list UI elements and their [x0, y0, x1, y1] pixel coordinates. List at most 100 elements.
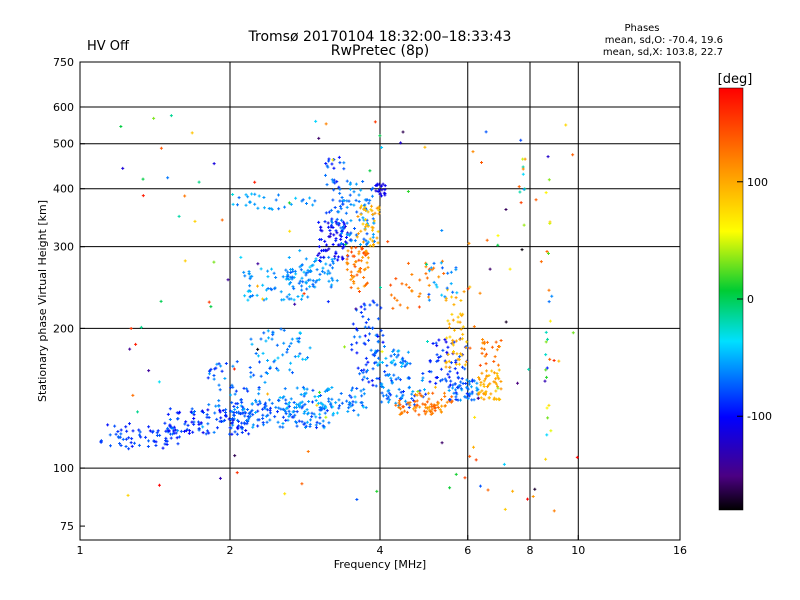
data-point [361, 240, 365, 244]
data-point [311, 203, 315, 207]
data-point [453, 367, 457, 371]
data-point [318, 416, 322, 420]
data-point [341, 224, 345, 228]
data-point [305, 287, 309, 291]
data-point [316, 253, 320, 257]
data-point [295, 424, 299, 428]
chart-subtitle: RwPretec (8p) [331, 43, 429, 59]
data-point [423, 412, 427, 416]
data-point [235, 471, 239, 475]
data-point [371, 299, 375, 303]
data-point [324, 262, 328, 266]
data-point [363, 303, 367, 307]
data-point [268, 367, 272, 371]
data-point [361, 180, 365, 184]
data-point [345, 253, 349, 257]
data-point [397, 405, 401, 409]
data-point [452, 350, 456, 354]
data-point [294, 420, 298, 424]
data-point [278, 425, 282, 429]
data-point [483, 354, 487, 358]
data-point [321, 266, 325, 270]
data-point [325, 183, 329, 187]
data-point [519, 201, 523, 205]
data-point [404, 283, 408, 287]
data-point [284, 410, 288, 414]
data-point [262, 206, 266, 210]
data-point [442, 391, 446, 395]
data-point [424, 392, 428, 396]
data-point [492, 371, 496, 375]
data-point [307, 399, 311, 403]
data-point [161, 446, 165, 450]
data-point [403, 359, 407, 363]
data-point [393, 296, 397, 300]
data-point [376, 230, 380, 234]
data-point [334, 401, 338, 405]
data-point [423, 145, 427, 149]
data-point [321, 419, 325, 423]
data-point [472, 445, 476, 449]
data-point [315, 426, 319, 430]
data-point [461, 365, 465, 369]
data-point [443, 394, 447, 398]
data-point [193, 409, 197, 413]
data-point [319, 228, 323, 232]
y-axis-ticks: 75 100 200 300 400 500 600 750 [53, 56, 85, 533]
data-point [372, 301, 376, 305]
data-point [245, 387, 249, 391]
data-point [447, 322, 451, 326]
data-point [233, 454, 237, 458]
data-point [424, 406, 428, 410]
data-point [286, 403, 290, 407]
data-point [434, 283, 438, 287]
data-point [240, 411, 244, 415]
data-point [468, 285, 472, 289]
data-point [127, 422, 131, 426]
data-point [116, 429, 120, 433]
data-point [424, 272, 428, 276]
data-point [224, 362, 228, 366]
data-point [375, 489, 379, 493]
data-point [218, 410, 222, 414]
data-point [272, 360, 276, 364]
data-point [348, 394, 352, 398]
data-point [448, 383, 452, 387]
data-point [291, 267, 295, 271]
x-tick-label: 8 [527, 544, 534, 557]
data-point [451, 386, 455, 390]
data-point [218, 476, 222, 480]
data-point [379, 184, 383, 188]
data-point [244, 428, 248, 432]
data-point [300, 288, 304, 292]
data-point [494, 389, 498, 393]
data-point [354, 327, 358, 331]
data-point [165, 442, 169, 446]
data-point [311, 279, 315, 283]
data-point [368, 169, 372, 173]
data-point [240, 421, 244, 425]
data-point [366, 360, 370, 364]
data-point [396, 376, 400, 380]
data-point [250, 402, 254, 406]
data-point [324, 406, 328, 410]
data-point [403, 399, 407, 403]
data-point [367, 325, 371, 329]
data-point [492, 396, 496, 400]
data-points [99, 114, 579, 513]
data-point [186, 423, 190, 427]
data-point [425, 276, 429, 280]
data-point [176, 429, 180, 433]
data-point [328, 235, 332, 239]
data-point [215, 417, 219, 421]
data-point [154, 444, 158, 448]
data-point [261, 413, 265, 417]
data-point [372, 219, 376, 223]
data-point [329, 232, 333, 236]
data-point [484, 130, 488, 134]
data-point [372, 221, 376, 225]
data-point [335, 279, 339, 283]
data-point [375, 206, 379, 210]
data-point [443, 377, 447, 381]
data-point [361, 247, 365, 251]
